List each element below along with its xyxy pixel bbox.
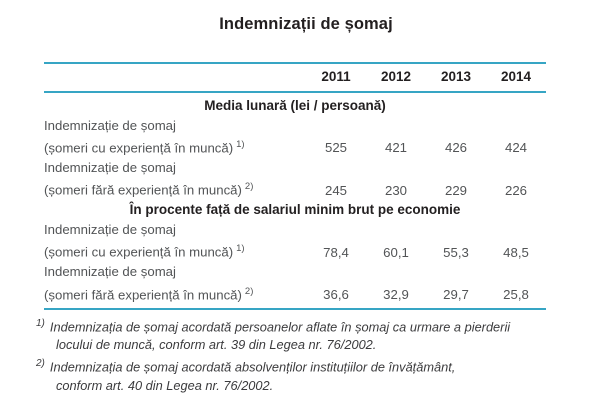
footnote-line: 2) Indemnizația de șomaj acordată absolve… [36,357,456,375]
divider-top [44,62,546,64]
cell-value: 60,1 [383,244,409,260]
row-label-line2: (șomeri cu experiență în muncă) 1) [44,139,245,156]
cell-value: 245 [324,182,347,198]
table-header-row: 2011 2012 2013 2014 [44,64,546,91]
table-row: Indemnizație de șomaj (șomeri fără exper… [44,262,546,304]
column-header-year: 2013 [440,69,472,84]
row-label-line2: (șomeri fără experiență în muncă) 2) [44,285,254,303]
row-label: Indemnizație de șomaj (șomeri fără exper… [44,262,306,304]
footnote-2: 2) Indemnizația de șomaj acordată absolve… [36,355,556,395]
statistics-table: 2011 2012 2013 2014 Media lunară (lei / … [44,62,546,310]
footnote-line: 1) Indemnizația de șomaj acordată persoan… [36,317,511,334]
cell-value: 55,3 [443,244,469,260]
footnote-line: locului de muncă, conform art. 39 din Le… [56,337,377,353]
column-header-year: 2014 [500,69,532,84]
row-label-line1: Indemnizație de șomaj [44,264,176,280]
row-label: Indemnizație de șomaj (șomeri cu experie… [44,220,306,262]
footnotes: 1) Indemnizația de șomaj acordată persoan… [36,315,556,396]
footnote-line: conform art. 40 din Legea nr. 76/2002. [56,377,274,393]
section-header-percent-of-minimum-wage: În procente față de salariul minim brut … [129,202,461,218]
cell-value: 525 [324,140,347,156]
row-label-line1: Indemnizație de șomaj [44,117,176,133]
cell-value: 226 [504,182,527,198]
cell-value: 48,5 [503,244,529,260]
footnote-marker: 2) [36,357,45,369]
section-header-monthly-average: Media lunară (lei / persoană) [204,98,386,113]
row-label-line2: (șomeri cu experiență în muncă) 1) [44,243,245,260]
cell-value: 32,9 [383,287,409,303]
table-row: Indemnizație de șomaj (șomeri cu experie… [44,116,546,158]
footnote-ref: 1) [236,243,245,255]
cell-value: 36,6 [323,287,349,303]
divider-header [44,91,546,93]
footnote-ref: 2) [244,285,254,297]
divider-bottom [44,307,546,310]
row-label-line1: Indemnizație de șomaj [44,221,176,237]
footnote-ref: 2) [244,181,254,193]
table-row: Indemnizație de șomaj (șomeri fără exper… [44,158,546,200]
row-label: Indemnizație de șomaj (șomeri fără exper… [44,158,306,200]
footnote-marker: 1) [36,317,45,329]
column-header-year: 2011 [321,69,351,84]
page-title: Indemnizații de șomaj [219,15,393,33]
row-label-line2: (șomeri fără experiență în muncă) 2) [44,181,254,198]
table-body: Media lunară (lei / persoană) Indemnizaț… [44,93,546,308]
footnote-1: 1) Indemnizația de șomaj acordată persoan… [36,315,556,355]
column-header-year: 2012 [380,69,412,84]
row-label-line1: Indemnizație de șomaj [44,159,176,175]
cell-value: 78,4 [323,244,349,260]
cell-value: 25,8 [503,287,529,303]
cell-value: 29,7 [443,287,469,303]
row-label: Indemnizație de șomaj (șomeri cu experie… [44,116,306,158]
cell-value: 424 [504,140,527,156]
cell-value: 426 [444,140,467,156]
cell-value: 230 [384,182,407,198]
cell-value: 229 [444,182,467,198]
footnote-ref: 1) [236,139,245,150]
header-spacer [44,69,306,85]
cell-value: 421 [384,140,407,156]
table-row: Indemnizație de șomaj (șomeri cu experie… [44,220,546,262]
